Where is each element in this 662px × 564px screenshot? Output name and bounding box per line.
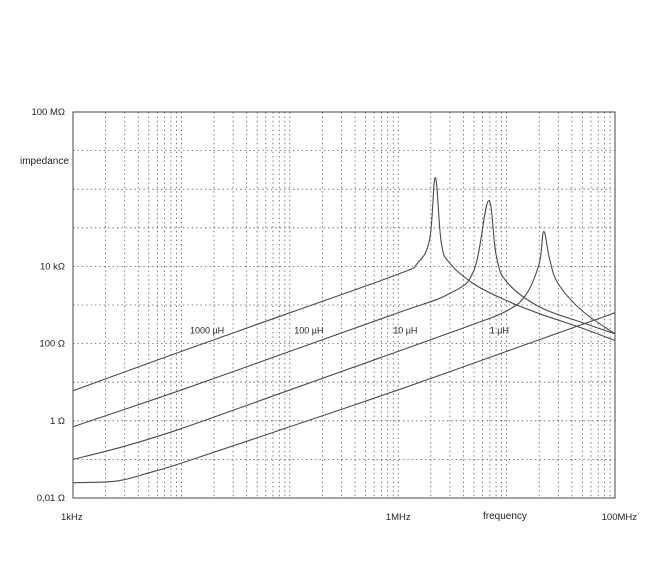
series-label-2: 100 µH <box>294 326 323 336</box>
x-tick-labels: 1kHz 1MHz 100MHz <box>61 512 637 523</box>
y-tick-label: 0,01 Ω <box>37 493 65 504</box>
series-line-4 <box>72 312 616 484</box>
series-labels: 1000 µH 100 µH 10 µH 1 µH <box>190 326 509 336</box>
series-line-3 <box>72 230 616 460</box>
series-line-1 <box>72 177 616 392</box>
x-tick-label: 1MHz <box>386 512 411 523</box>
y-tick-label: 1 Ω <box>50 416 65 427</box>
grid <box>73 112 615 498</box>
y-tick-label: 10 kΩ <box>40 261 65 272</box>
series-lines <box>72 177 616 484</box>
x-tick-label: 100MHz <box>602 512 638 523</box>
plot-frame <box>72 111 616 499</box>
y-tick-labels: 0,01 Ω 1 Ω 100 Ω 10 kΩ 100 MΩ <box>31 107 65 504</box>
series-line-2 <box>72 200 616 428</box>
y-tick-label: 100 MΩ <box>31 107 65 118</box>
x-axis-label: frequency <box>483 511 527 522</box>
series-label-3: 10 µH <box>393 326 417 336</box>
y-axis-label: impedance <box>20 156 69 167</box>
y-tick-label: 100 Ω <box>39 339 65 350</box>
x-tick-label: 1kHz <box>61 512 83 523</box>
series-label-4: 1 µH <box>490 326 509 336</box>
series-label-1: 1000 µH <box>190 326 224 336</box>
